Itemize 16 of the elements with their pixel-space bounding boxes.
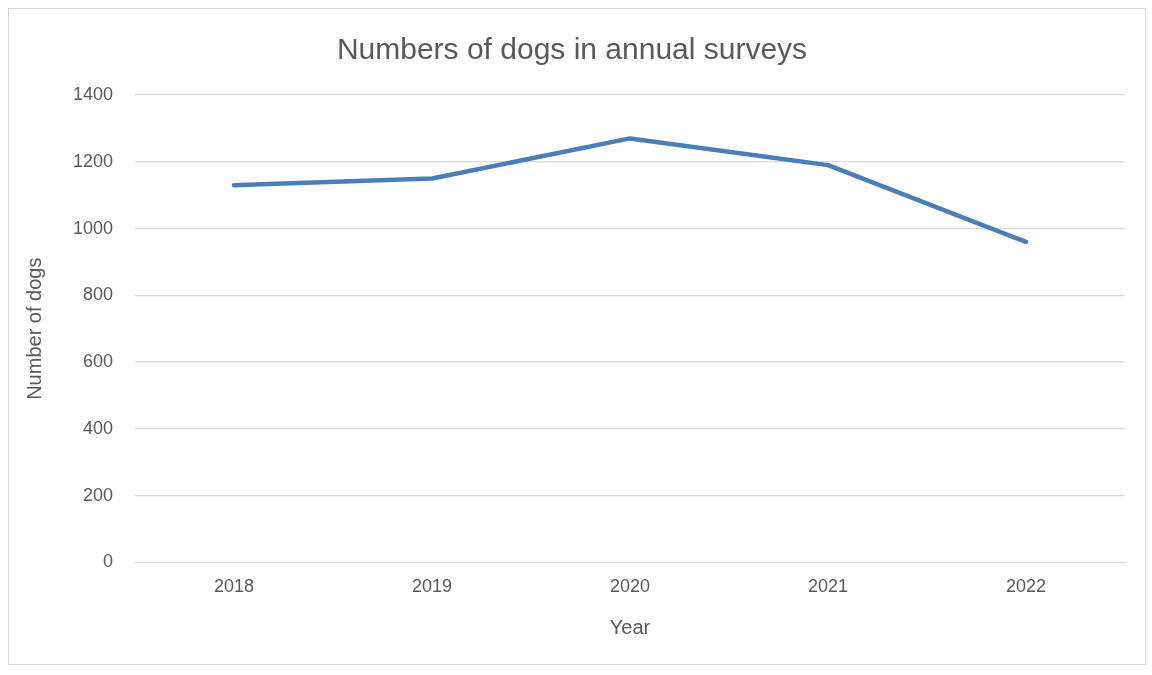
y-tick-label: 200 <box>83 484 114 505</box>
y-tick-label: 1000 <box>73 217 114 238</box>
x-tick-label: 2021 <box>807 576 849 597</box>
x-tick-label: 2022 <box>1005 576 1047 597</box>
x-tick-label: 2019 <box>412 576 453 597</box>
y-tick-label: 600 <box>83 351 114 372</box>
x-tick-label: 2020 <box>610 576 651 597</box>
y-tick-label: 400 <box>83 417 114 438</box>
x-tick-label: 2018 <box>214 576 255 597</box>
y-axis-title: Number of dogs <box>22 257 45 400</box>
y-tick-label: 1200 <box>73 150 114 171</box>
chart-title: Numbers of dogs in annual surveys <box>336 32 808 66</box>
x-axis-title: Year <box>609 615 651 638</box>
y-tick-label: 800 <box>83 284 114 305</box>
y-tick-label: 1400 <box>73 83 114 104</box>
y-tick-label: 0 <box>103 551 114 572</box>
